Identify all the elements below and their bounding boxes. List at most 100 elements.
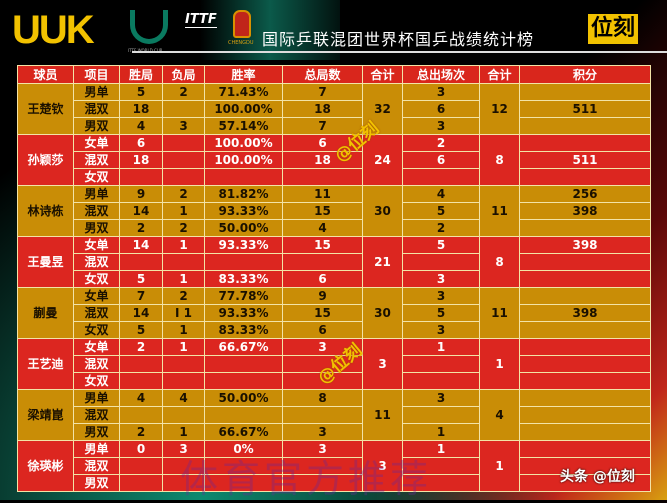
- event-cell: 男单: [73, 185, 120, 203]
- lost-cell: [162, 372, 205, 390]
- won-cell: [119, 474, 163, 492]
- won-cell: [119, 372, 163, 390]
- matches-cell: [402, 406, 480, 424]
- event-cell: 女单: [73, 338, 120, 356]
- win-rate-cell: 100.00%: [204, 151, 283, 169]
- table-row: 孙颖莎 女单 6 100.00% 6 24 2 8: [17, 134, 651, 186]
- win-rate-cell: 81.82%: [204, 185, 283, 203]
- table-row: 王楚钦 男单 5 2 71.43% 7 32 3 12: [17, 83, 651, 135]
- matches-cell: 1: [402, 423, 480, 441]
- table-row: 女双 5 1 83.33% 6 3: [18, 321, 651, 339]
- lost-cell: [162, 355, 205, 373]
- games-cell: [282, 168, 363, 186]
- lost-cell: 3: [162, 440, 205, 458]
- games-cell: [282, 372, 363, 390]
- won-cell: 5: [119, 270, 163, 288]
- points-cell: [519, 287, 651, 305]
- games-cell: 11: [282, 185, 363, 203]
- event-cell: 男双: [73, 423, 120, 441]
- event-cell: 女单: [73, 134, 120, 152]
- lost-cell: 1: [162, 321, 205, 339]
- lost-cell: 3: [162, 117, 205, 135]
- table-row: 徐瑛彬 男单 0 3 0% 3 3 1 1: [17, 440, 651, 492]
- event-cell: 女双: [73, 372, 120, 390]
- win-rate-cell: [204, 355, 283, 373]
- table-row: 蒯曼 女单 7 2 77.78% 9 30 3 11: [17, 287, 651, 339]
- chengdu-logo-text: CHENGDU: [228, 40, 254, 46]
- games-cell: [282, 253, 363, 271]
- points-cell: [519, 457, 651, 475]
- points-cell: [519, 389, 651, 407]
- games-total-cell: 30: [362, 185, 403, 237]
- lost-cell: 2: [162, 185, 205, 203]
- won-cell: [119, 168, 163, 186]
- games-cell: [282, 355, 363, 373]
- points-cell: [519, 338, 651, 356]
- win-rate-cell: [204, 253, 283, 271]
- table-row: 混双 18 100.00% 18 6 511: [18, 100, 651, 118]
- points-cell: [519, 253, 651, 271]
- games-cell: 18: [282, 151, 363, 169]
- player-name: 徐瑛彬: [17, 440, 74, 492]
- games-total-cell: 11: [362, 389, 403, 441]
- matches-cell: 5: [402, 202, 480, 220]
- matches-total-cell: 1: [479, 440, 520, 492]
- points-cell: [519, 372, 651, 390]
- games-cell: [282, 457, 363, 475]
- won-cell: 5: [119, 83, 163, 101]
- win-rate-cell: 50.00%: [204, 219, 283, 237]
- matches-cell: 2: [402, 134, 480, 152]
- column-header: 总出场次: [402, 65, 480, 84]
- matches-cell: 3: [402, 321, 480, 339]
- table-row: 男双 4 3 57.14% 7 3: [18, 117, 651, 135]
- won-cell: 7: [119, 287, 163, 305]
- column-header: 负局: [162, 65, 205, 84]
- won-cell: 14: [119, 304, 163, 322]
- column-header: 合计: [479, 65, 520, 84]
- games-cell: 6: [282, 134, 363, 152]
- player-name: 梁靖崑: [17, 389, 74, 441]
- points-cell: 398: [519, 304, 651, 322]
- games-total-cell: 3: [362, 338, 403, 390]
- matches-cell: 3: [402, 117, 480, 135]
- points-cell: [519, 134, 651, 152]
- table-row: 混双 14 1 93.33% 15 5 398: [18, 202, 651, 220]
- lost-cell: I 1: [162, 304, 205, 322]
- won-cell: 5: [119, 321, 163, 339]
- win-rate-cell: 83.33%: [204, 321, 283, 339]
- matches-total-cell: 8: [479, 134, 520, 186]
- games-cell: 15: [282, 202, 363, 220]
- win-rate-cell: 100.00%: [204, 134, 283, 152]
- event-cell: 女双: [73, 168, 120, 186]
- win-rate-cell: 66.67%: [204, 423, 283, 441]
- points-cell: [519, 355, 651, 373]
- lost-cell: 2: [162, 219, 205, 237]
- table-row: 男双: [18, 474, 651, 492]
- lost-cell: [162, 100, 205, 118]
- lost-cell: [162, 168, 205, 186]
- column-header: 积分: [519, 65, 651, 84]
- lost-cell: [162, 406, 205, 424]
- player-name: 王艺迪: [17, 338, 74, 390]
- games-cell: 3: [282, 423, 363, 441]
- event-cell: 男单: [73, 389, 120, 407]
- table-row: 梁靖崑 男单 4 4 50.00% 8 11 3 4: [17, 389, 651, 441]
- event-cell: 女双: [73, 321, 120, 339]
- event-cell: 女双: [73, 270, 120, 288]
- table-header-row: 球员 项目 胜局 负局 胜率 总局数 合计 总出场次 合计 积分: [17, 65, 651, 84]
- won-cell: 2: [119, 219, 163, 237]
- uuk-logo: UUK: [12, 8, 95, 53]
- won-cell: 4: [119, 117, 163, 135]
- won-cell: 18: [119, 100, 163, 118]
- player-name: 王曼昱: [17, 236, 74, 288]
- faint-watermark: 体育官方推荐: [180, 457, 433, 501]
- lost-cell: [162, 151, 205, 169]
- matches-cell: 3: [402, 389, 480, 407]
- event-cell: 混双: [73, 253, 120, 271]
- event-cell: 男单: [73, 440, 120, 458]
- player-name: 蒯曼: [17, 287, 74, 339]
- win-rate-cell: 50.00%: [204, 389, 283, 407]
- table-row: 混双: [18, 355, 651, 373]
- event-cell: 混双: [73, 304, 120, 322]
- matches-cell: [402, 253, 480, 271]
